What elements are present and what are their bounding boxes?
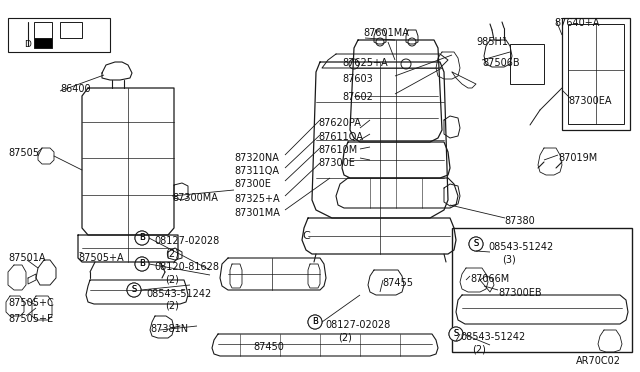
Text: AR70C02: AR70C02 [576,356,621,366]
Text: 08543-51242: 08543-51242 [460,332,525,342]
Text: S: S [453,330,459,339]
Text: 87381N: 87381N [150,324,188,334]
Circle shape [408,38,416,46]
Text: (3): (3) [502,254,516,264]
Text: B: B [139,260,145,269]
Text: 08127-02028: 08127-02028 [325,320,390,330]
Circle shape [401,59,411,69]
Text: B: B [312,317,318,327]
Circle shape [308,315,322,329]
Text: 87505+E: 87505+E [8,314,53,324]
Text: 87640+A: 87640+A [554,18,600,28]
Text: D: D [24,40,31,49]
Circle shape [127,283,141,297]
Text: (2): (2) [338,332,352,342]
Text: 87300MA: 87300MA [172,193,218,203]
Text: S: S [453,330,459,339]
Text: 87300EB: 87300EB [498,288,541,298]
Text: 87450: 87450 [253,342,284,352]
Text: 87455: 87455 [382,278,413,288]
Text: 87301MA: 87301MA [234,208,280,218]
Text: 08120-81628: 08120-81628 [154,262,219,272]
Circle shape [469,237,483,251]
Circle shape [135,231,149,245]
Circle shape [135,257,149,271]
Circle shape [376,38,384,46]
Text: 87320NA: 87320NA [234,153,279,163]
Text: B: B [139,260,145,269]
Text: 87505: 87505 [8,148,39,158]
Text: 87325+A: 87325+A [234,194,280,204]
Bar [568,24,624,124]
Text: S: S [131,285,136,295]
Circle shape [127,283,141,297]
Text: 87300EA: 87300EA [568,96,611,106]
Circle shape [135,231,149,245]
Text: S: S [131,285,136,295]
Circle shape [469,237,483,251]
Text: 87066M: 87066M [470,274,509,284]
Bar [510,44,544,84]
Text: B: B [139,234,145,243]
Text: (2): (2) [472,344,486,354]
Text: B: B [312,317,318,327]
Bar [34,38,52,48]
Bar [34,22,52,38]
Text: 87505+A: 87505+A [78,253,124,263]
Text: C: C [302,231,310,241]
Text: 87610M: 87610M [318,145,357,155]
Bar [452,228,632,352]
Circle shape [135,257,149,271]
Text: 87603: 87603 [342,74,372,84]
Circle shape [349,59,359,69]
Bar [60,22,82,38]
Text: 87602: 87602 [342,92,373,102]
Text: 87625+A: 87625+A [342,58,388,68]
Text: 87380: 87380 [504,216,535,226]
Text: 87019M: 87019M [558,153,597,163]
Text: (2): (2) [165,248,179,258]
Text: 87506B: 87506B [482,58,520,68]
Text: 86400: 86400 [60,84,91,94]
Text: (2): (2) [165,274,179,284]
Text: S: S [474,240,479,248]
Text: 08543-51242: 08543-51242 [488,242,553,252]
Text: S: S [474,240,479,248]
Text: (2): (2) [165,301,179,311]
Text: 08543-51242: 08543-51242 [146,289,211,299]
Bar [562,18,630,130]
Text: 87505+C: 87505+C [8,298,54,308]
Text: 87501A: 87501A [8,253,45,263]
Text: B: B [139,234,145,243]
Circle shape [308,315,322,329]
Bar [8,18,110,52]
Text: 87300E: 87300E [318,158,355,168]
Circle shape [449,327,463,341]
Circle shape [449,327,463,341]
Text: 87311QA: 87311QA [234,166,279,176]
Text: 87300E: 87300E [234,179,271,189]
Text: 87601MA: 87601MA [363,28,409,38]
Text: 985H1: 985H1 [476,37,508,47]
Text: 08127-02028: 08127-02028 [154,236,220,246]
Text: 87620PA: 87620PA [318,118,361,128]
Text: 87611QA: 87611QA [318,132,363,142]
